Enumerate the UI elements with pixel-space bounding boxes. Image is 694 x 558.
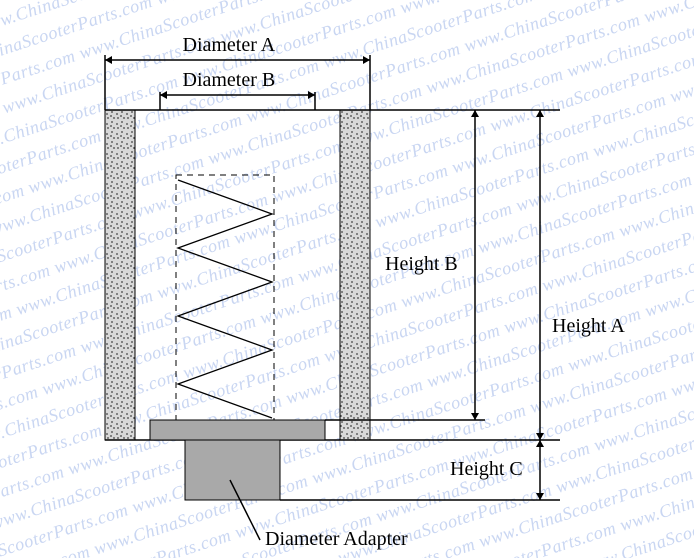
label-height-b: Height B bbox=[385, 253, 458, 276]
label-diameter-a: Diameter A bbox=[183, 34, 276, 57]
label-height-c: Height C bbox=[450, 458, 523, 481]
diagram-svg bbox=[0, 0, 694, 558]
label-diameter-adapter: Diameter Adapter bbox=[265, 528, 408, 551]
label-diameter-b: Diameter B bbox=[183, 69, 276, 92]
label-height-a: Height A bbox=[552, 315, 625, 338]
